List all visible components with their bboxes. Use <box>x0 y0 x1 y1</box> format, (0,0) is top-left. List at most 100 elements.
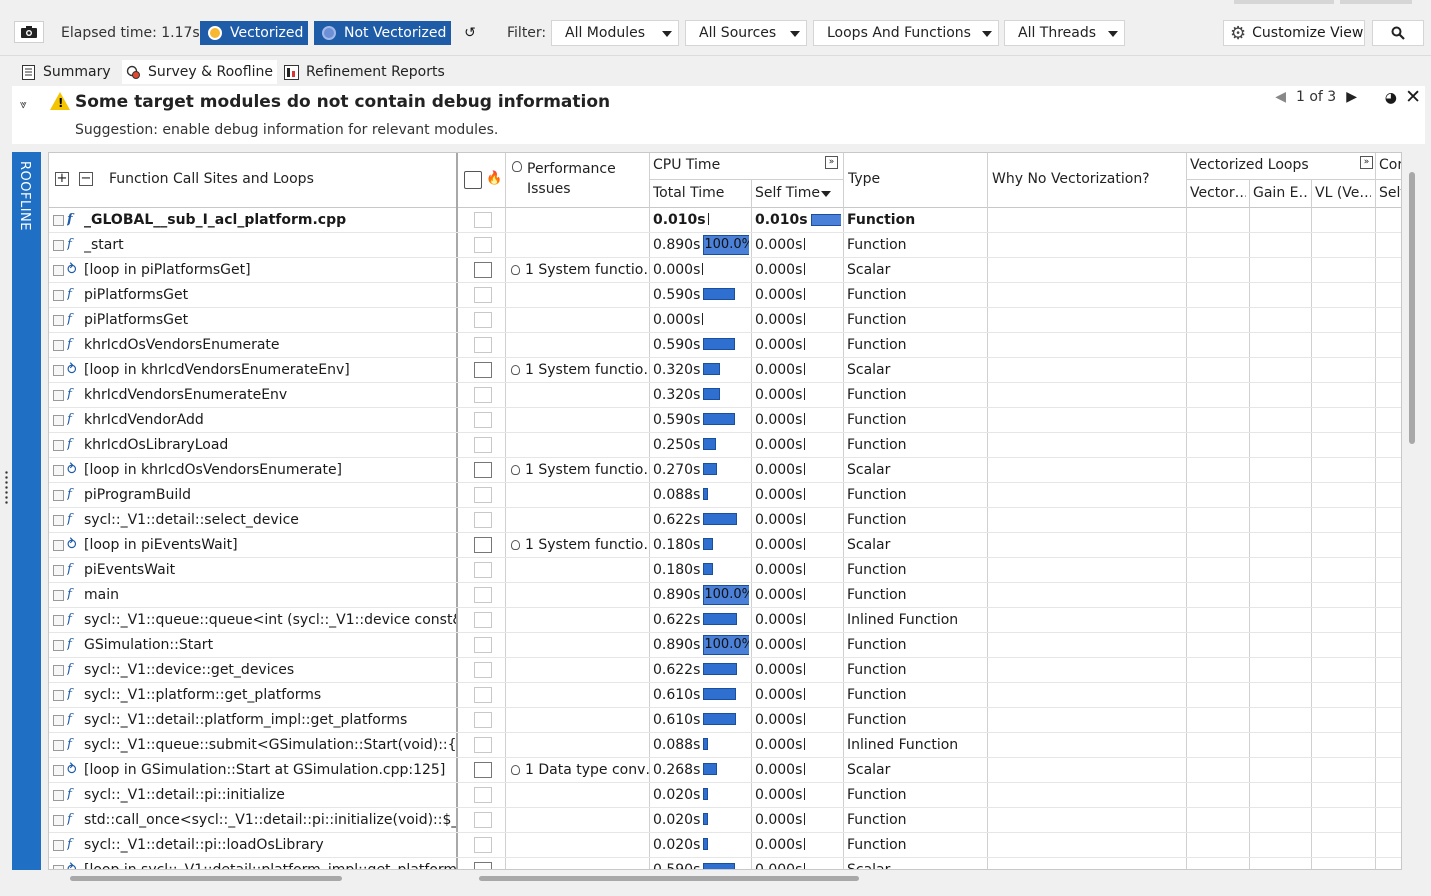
expand-row-icon[interactable] <box>53 290 64 301</box>
modules-filter-dropdown[interactable]: All Modules <box>551 20 679 46</box>
row-checkbox[interactable] <box>474 687 492 703</box>
top-tab-result[interactable] <box>1340 0 1412 4</box>
row-name[interactable]: khrIcdVendorAdd <box>84 412 204 428</box>
row-name[interactable]: [loop in piPlatformsGet] <box>84 262 251 278</box>
row-checkbox[interactable] <box>474 212 492 228</box>
table-row[interactable]: ƒ sycl::_V1::queue::queue<int (sycl::_V1:… <box>49 608 1401 633</box>
row-checkbox[interactable] <box>474 487 492 503</box>
row-checkbox[interactable] <box>474 612 492 628</box>
expand-row-icon[interactable] <box>53 640 64 651</box>
loops-functions-filter-dropdown[interactable]: Loops And Functions <box>813 20 999 46</box>
expand-row-icon[interactable] <box>53 465 64 476</box>
table-row[interactable]: ƒ khrIcdOsLibraryLoad 0.250s 0.000s Function <box>49 433 1401 458</box>
row-checkbox[interactable] <box>474 512 492 528</box>
collapse-all-icon[interactable]: − <box>79 171 93 186</box>
row-checkbox[interactable] <box>474 662 492 678</box>
table-row[interactable]: ƒ sycl::_V1::detail::select_device 0.622s 0… <box>49 508 1401 533</box>
table-row[interactable]: ƒ sycl::_V1::queue::submit<GSimulation::S… <box>49 733 1401 758</box>
expand-row-icon[interactable] <box>53 215 64 226</box>
row-performance-issue[interactable]: 1 System functio… <box>511 458 649 482</box>
row-name[interactable]: piPlatformsGet <box>84 312 189 328</box>
row-name[interactable]: sycl::_V1::detail::pi::initialize <box>84 787 285 803</box>
row-checkbox[interactable] <box>474 637 492 653</box>
row-checkbox[interactable] <box>474 837 492 853</box>
header-performance[interactable]: Performance <box>527 161 616 177</box>
header-vector-length[interactable]: VL (Ve… <box>1315 185 1371 201</box>
left-pane-horizontal-scrollbar[interactable] <box>70 876 342 881</box>
expand-row-icon[interactable] <box>53 240 64 251</box>
tab-summary[interactable]: Summary <box>21 60 111 84</box>
table-row[interactable]: ⥁ [loop in sycl::_V1::detail::platform_im… <box>49 858 1401 869</box>
row-checkbox[interactable] <box>474 287 492 303</box>
expand-row-icon[interactable] <box>53 265 64 276</box>
row-name[interactable]: khrIcdOsVendorsEnumerate <box>84 337 280 353</box>
row-name[interactable]: sycl::_V1::queue::submit<GSimulation::St… <box>84 737 456 753</box>
header-type[interactable]: Type <box>848 171 881 187</box>
row-checkbox[interactable] <box>474 237 492 253</box>
row-name[interactable]: piPlatformsGet <box>84 287 189 303</box>
row-performance-issue[interactable]: 1 System functio… <box>511 358 649 382</box>
expand-row-icon[interactable] <box>53 765 64 776</box>
expand-row-icon[interactable] <box>53 790 64 801</box>
threads-filter-dropdown[interactable]: All Threads <box>1004 20 1125 46</box>
collapse-icon[interactable]: ⩔ <box>20 97 27 111</box>
expand-row-icon[interactable] <box>53 315 64 326</box>
vertical-scrollbar[interactable] <box>1409 172 1415 444</box>
table-row[interactable]: ƒ piPlatformsGet 0.000s 0.000s Function <box>49 308 1401 333</box>
table-row[interactable]: ⥁ [loop in piEventsWait] 1 System functio…… <box>49 533 1401 558</box>
row-checkbox[interactable] <box>474 812 492 828</box>
reset-filter-button[interactable]: ↺ <box>458 21 482 45</box>
row-name[interactable]: [loop in khrIcdOsVendorsEnumerate] <box>84 462 343 478</box>
row-name[interactable]: sycl::_V1::detail::platform_impl::get_pl… <box>84 712 408 728</box>
row-name[interactable]: khrIcdVendorsEnumerateEnv <box>84 387 288 403</box>
row-checkbox[interactable] <box>474 312 492 328</box>
tab-refinement-reports[interactable]: Refinement Reports <box>284 60 445 84</box>
header-vector[interactable]: Vector… <box>1190 185 1246 201</box>
table-row[interactable]: ƒ GSimulation::Start 0.890s 100.0% 0.000s Fun… <box>49 633 1401 658</box>
search-button[interactable] <box>1372 20 1424 46</box>
expand-row-icon[interactable] <box>53 515 64 526</box>
row-checkbox[interactable] <box>474 537 492 553</box>
row-checkbox[interactable] <box>474 562 492 578</box>
table-row[interactable]: ƒ main 0.890s 100.0% 0.000s Function <box>49 583 1401 608</box>
header-gain-estimate[interactable]: Gain E… <box>1253 185 1309 201</box>
expand-row-icon[interactable] <box>53 565 64 576</box>
row-checkbox[interactable] <box>474 462 492 478</box>
expand-row-icon[interactable] <box>53 590 64 601</box>
row-name[interactable]: _GLOBAL__sub_I_acl_platform.cpp <box>84 212 347 228</box>
row-name[interactable]: khrIcdOsLibraryLoad <box>84 437 229 453</box>
row-checkbox[interactable] <box>474 787 492 803</box>
row-name[interactable]: [loop in khrIcdVendorsEnumerateEnv] <box>84 362 350 378</box>
row-checkbox[interactable] <box>474 362 492 378</box>
row-name[interactable]: sycl::_V1::queue::queue<int (sycl::_V1::… <box>84 612 456 628</box>
snapshot-button[interactable] <box>14 21 44 43</box>
row-checkbox[interactable] <box>474 262 492 278</box>
row-checkbox[interactable] <box>474 337 492 353</box>
row-name[interactable]: main <box>84 587 119 603</box>
table-row[interactable]: ⥁ [loop in piPlatformsGet] 1 System functi… <box>49 258 1401 283</box>
row-checkbox[interactable] <box>474 862 492 869</box>
row-name[interactable]: sycl::_V1::device::get_devices <box>84 662 295 678</box>
row-name[interactable]: _start <box>84 237 124 253</box>
expand-row-icon[interactable] <box>53 390 64 401</box>
row-name[interactable]: [loop in GSimulation::Start at GSimulati… <box>84 762 446 778</box>
expand-row-icon[interactable] <box>53 715 64 726</box>
header-self[interactable]: Self <box>1379 185 1401 201</box>
table-row[interactable]: ƒ khrIcdVendorAdd 0.590s 0.000s Function <box>49 408 1401 433</box>
row-checkbox[interactable] <box>474 387 492 403</box>
not-vectorized-filter-button[interactable]: Not Vectorized <box>314 21 451 45</box>
expand-row-icon[interactable] <box>53 840 64 851</box>
row-performance-issue[interactable]: 1 System functio… <box>511 258 649 282</box>
expand-row-icon[interactable] <box>53 615 64 626</box>
table-row[interactable]: ƒ sycl::_V1::device::get_devices 0.622s 0.0… <box>49 658 1401 683</box>
header-total-time[interactable]: Total Time <box>653 185 725 201</box>
sources-filter-dropdown[interactable]: All Sources <box>685 20 807 46</box>
header-compute[interactable]: Cor <box>1379 157 1402 173</box>
expand-row-icon[interactable] <box>53 690 64 701</box>
tab-survey-roofline[interactable]: Survey & Roofline <box>122 60 277 84</box>
expand-row-icon[interactable] <box>53 540 64 551</box>
table-row[interactable]: ƒ _start 0.890s 100.0% 0.000s Function <box>49 233 1401 258</box>
table-row[interactable]: ƒ khrIcdVendorsEnumerateEnv 0.320s 0.000s Fu… <box>49 383 1401 408</box>
right-pane-horizontal-scrollbar[interactable] <box>479 876 859 881</box>
expand-column-icon[interactable]: » <box>825 156 838 169</box>
